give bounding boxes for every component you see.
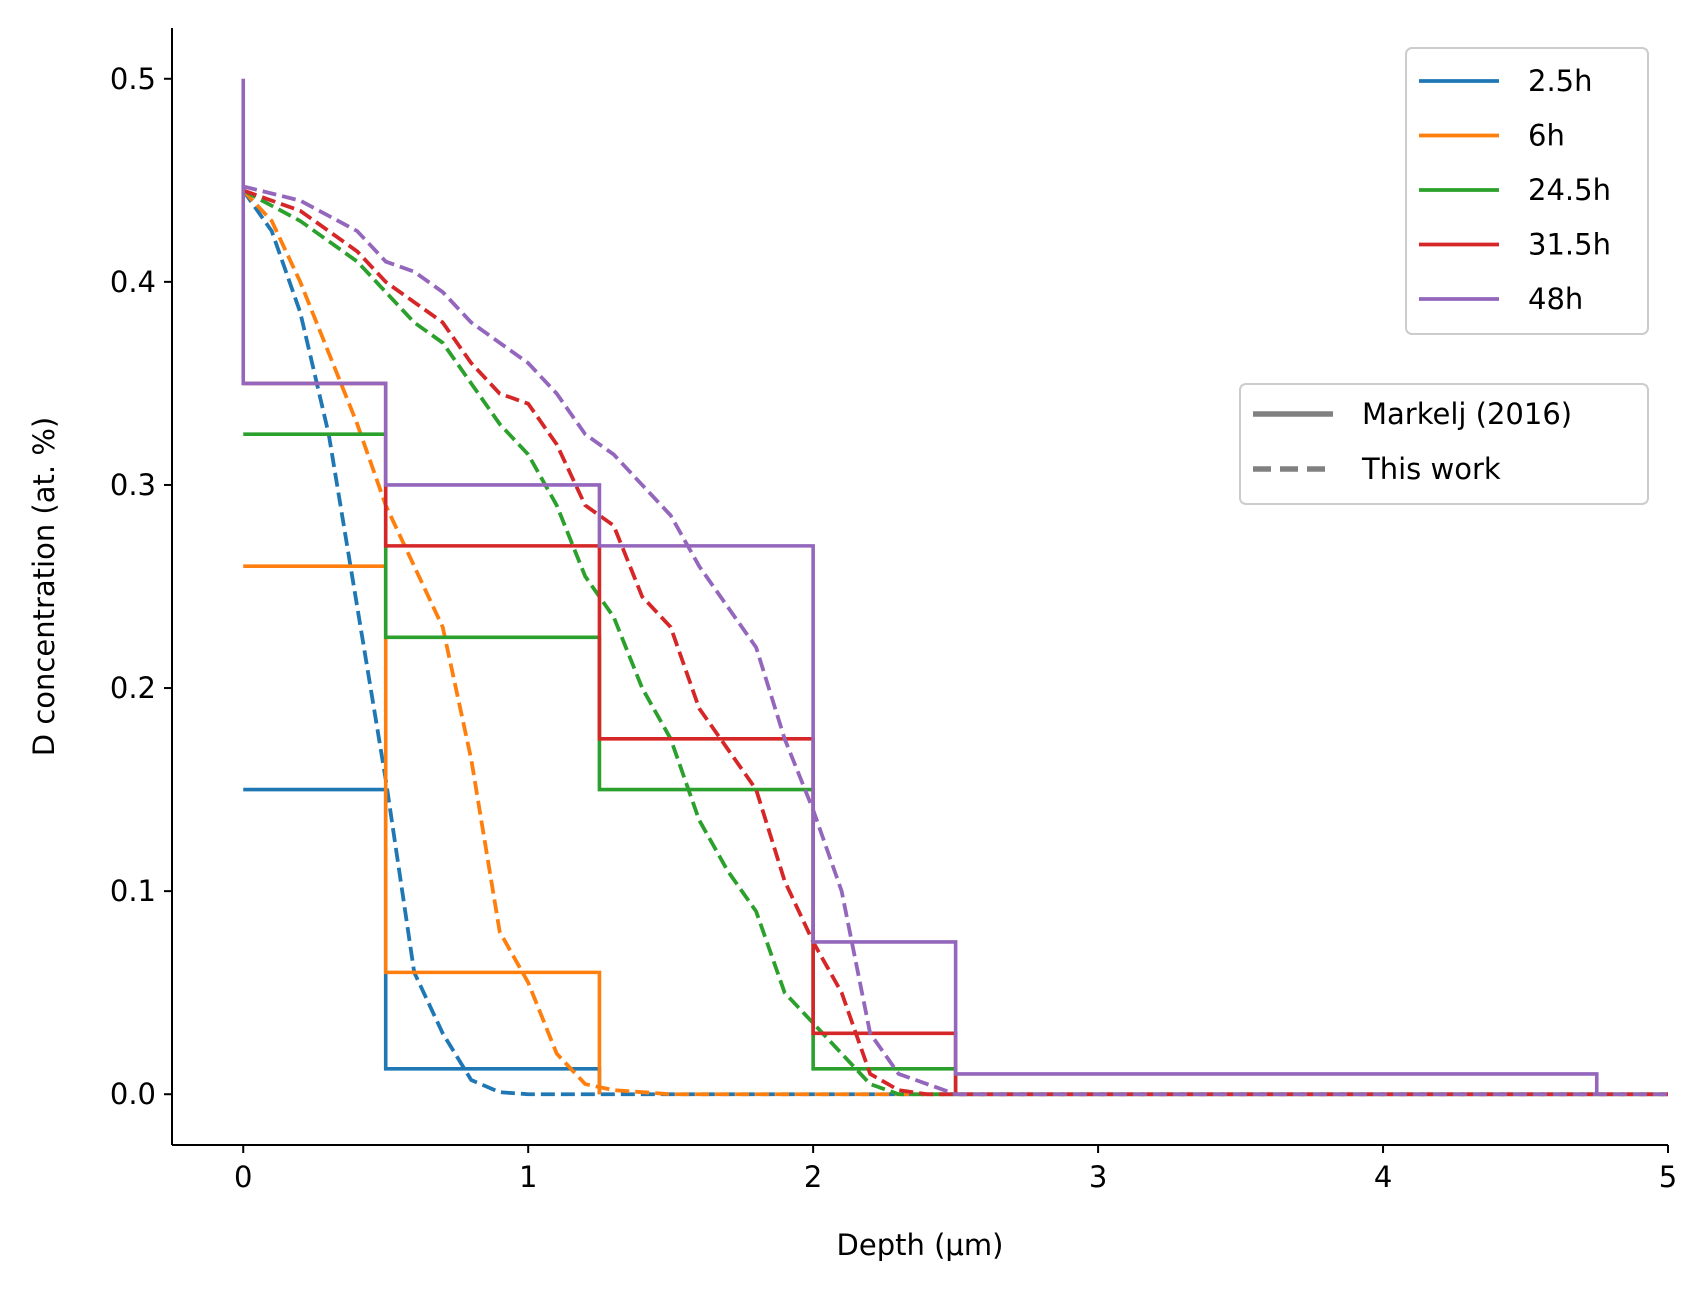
- x-tick-label: 1: [519, 1160, 537, 1194]
- legend-label-6h: 6h: [1528, 119, 1565, 153]
- series-48h-this-work-line: [242, 184, 1668, 1097]
- y-tick-label: 0.5: [110, 62, 156, 96]
- y-tick-label: 0.3: [110, 468, 156, 502]
- legend-series-frame: [1405, 47, 1649, 335]
- series-31-5h-this-work-line: [242, 188, 1668, 1097]
- legend-series: 2.5h 6h 24.5h 31.5h 48h: [1405, 47, 1649, 335]
- x-tick-label: 4: [1374, 1160, 1392, 1194]
- legend-style-label-this-work: This work: [1361, 452, 1501, 486]
- legends: 2.5h 6h 24.5h 31.5h 48h Markelj (2016) This wo…: [1239, 47, 1649, 505]
- y-tick-label: 0.4: [110, 265, 156, 299]
- legend-styles-frame: [1239, 383, 1649, 505]
- axes: 0 1 2 3 4 5 0.0 0.1 0.2 0.3 0.4 0.5 Depth (μm) D conc…: [27, 28, 1677, 1262]
- y-tick-label: 0.1: [110, 874, 156, 908]
- series-2-5h-markelj-line: [243, 787, 602, 1095]
- legend-label-48h: 48h: [1528, 282, 1583, 316]
- x-tick-label: 5: [1659, 1160, 1677, 1194]
- series-48h-markelj-line: [241, 78, 1599, 1095]
- series-6h-this-work-line: [241, 189, 1668, 1097]
- x-axis-label: Depth (μm): [837, 1228, 1004, 1262]
- legend-label-24-5h: 24.5h: [1528, 173, 1611, 207]
- legend-label-2-5h: 2.5h: [1528, 64, 1593, 98]
- series-6h-markelj-line: [243, 564, 602, 1095]
- legend-label-31-5h: 31.5h: [1528, 228, 1611, 262]
- x-tick-label: 2: [804, 1160, 822, 1194]
- series-24-5h-this-work-line: [242, 188, 1668, 1097]
- y-axis-label: D concentration (at. %): [27, 417, 61, 756]
- legend-style-label-markelj-2016: Markelj (2016): [1362, 397, 1572, 431]
- plot-area: [241, 78, 1668, 1097]
- y-tick-label: 0.0: [110, 1077, 156, 1111]
- y-tick-label: 0.2: [110, 671, 156, 705]
- x-tick-label: 3: [1089, 1160, 1107, 1194]
- x-tick-label: 0: [234, 1160, 252, 1194]
- legend-styles: Markelj (2016) This work: [1239, 383, 1649, 505]
